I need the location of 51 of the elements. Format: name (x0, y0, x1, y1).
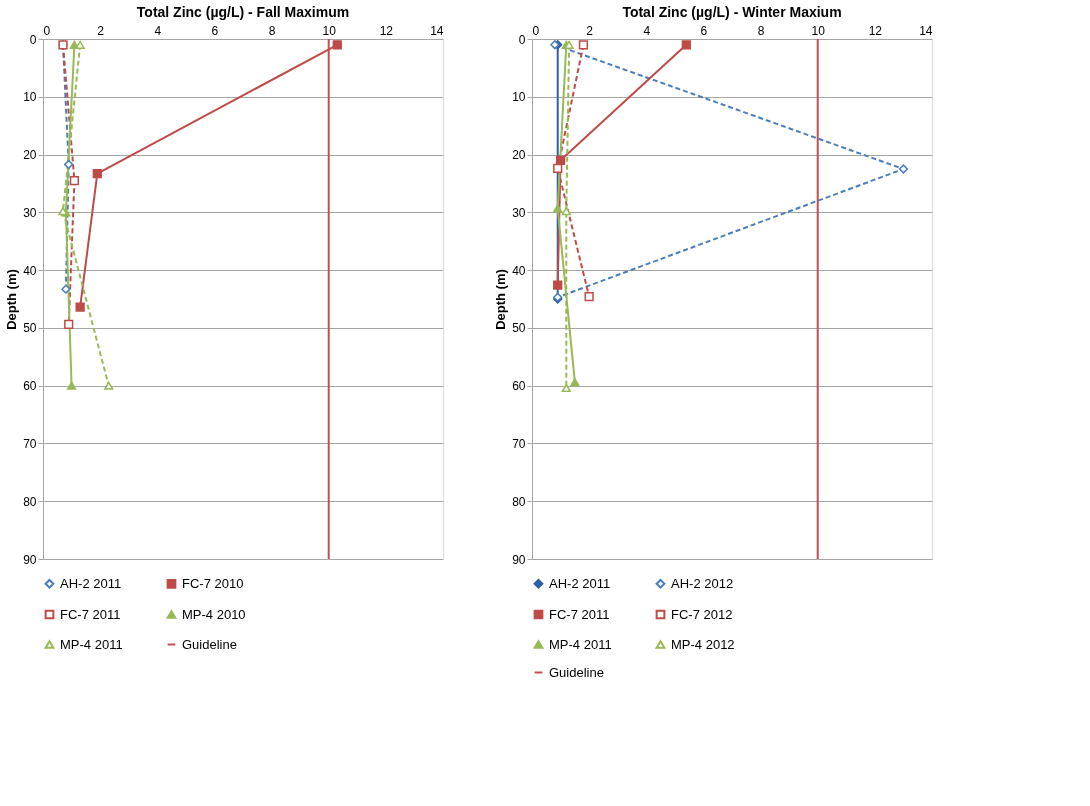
x-tick-label: 0 (43, 23, 51, 38)
x-tick-label: 6 (700, 23, 708, 38)
y-tick-label: 60 (23, 379, 37, 394)
y-axis-title: Depth (m) (493, 269, 509, 330)
legend-label: FC-7 2012 (671, 606, 733, 622)
chart-title: Total Zinc (µg/L) - Fall Maximum (136, 4, 350, 20)
y-tick-label: 10 (23, 90, 37, 105)
x-tick-label: 8 (757, 23, 765, 38)
legend-label: FC-7 2011 (60, 606, 121, 622)
x-tick-label: 4 (643, 23, 651, 38)
x-tick-label: 6 (211, 23, 219, 38)
x-tick-label: 12 (379, 23, 394, 38)
y-tick-label: 50 (512, 321, 526, 336)
legend-label: Guideline (549, 664, 604, 680)
y-axis-title: Depth (m) (4, 269, 20, 330)
legend-label: Guideline (182, 636, 237, 652)
x-tick-label: 10 (811, 23, 826, 38)
y-tick-label: 10 (512, 90, 526, 105)
y-tick-label: 80 (23, 494, 37, 509)
x-tick-label: 8 (268, 23, 276, 38)
y-tick-label: 80 (512, 494, 526, 509)
x-tick-label: 2 (586, 23, 594, 38)
y-tick-label: 50 (23, 321, 37, 336)
y-tick-label: 20 (23, 148, 37, 163)
y-tick-label: 90 (512, 552, 526, 567)
legend-label: AH-2 2012 (671, 575, 734, 591)
legend-label: MP-4 2012 (671, 636, 735, 652)
y-tick-label: 40 (512, 263, 526, 278)
y-tick-label: 30 (512, 205, 526, 220)
y-tick-label: 90 (23, 552, 37, 567)
legend-label: MP-4 2011 (549, 636, 612, 652)
legend-label: MP-4 2010 (182, 606, 246, 622)
y-tick-label: 60 (512, 379, 526, 394)
legend-label: AH-2 2011 (549, 575, 611, 591)
x-tick-label: 12 (868, 23, 883, 38)
x-tick-label: 14 (919, 23, 933, 38)
y-tick-label: 30 (23, 205, 37, 220)
legend-label: FC-7 2010 (182, 575, 244, 591)
y-tick-label: 70 (512, 436, 526, 451)
x-tick-label: 0 (532, 23, 540, 38)
legend-label: AH-2 2011 (60, 575, 122, 591)
legend-label: FC-7 2011 (549, 606, 610, 622)
chart-title: Total Zinc (µg/L) - Winter Maxium (622, 4, 842, 20)
x-tick-label: 10 (322, 23, 337, 38)
legend-label: MP-4 2011 (60, 636, 123, 652)
x-tick-label: 4 (154, 23, 162, 38)
y-tick-label: 70 (23, 436, 37, 451)
x-tick-label: 2 (97, 23, 105, 38)
x-tick-label: 14 (430, 23, 444, 38)
y-tick-label: 40 (23, 263, 37, 278)
y-tick-label: 20 (512, 148, 526, 163)
